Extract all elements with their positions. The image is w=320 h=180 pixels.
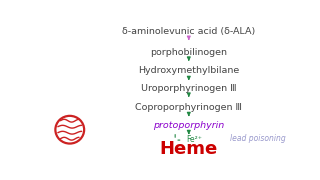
Text: porphobilinogen: porphobilinogen bbox=[150, 48, 227, 57]
Text: Fe²⁺: Fe²⁺ bbox=[186, 135, 202, 144]
Text: Coproporphyrinogen Ⅲ: Coproporphyrinogen Ⅲ bbox=[135, 103, 242, 112]
Text: δ-aminolevunic acid (δ-ALA): δ-aminolevunic acid (δ-ALA) bbox=[122, 27, 255, 36]
Text: protoporphyrin: protoporphyrin bbox=[153, 121, 224, 130]
Text: Heme: Heme bbox=[160, 140, 218, 158]
Text: lead poisoning: lead poisoning bbox=[230, 134, 286, 143]
Text: Uroporphyrinogen Ⅲ: Uroporphyrinogen Ⅲ bbox=[141, 84, 236, 93]
Text: Hydroxymethylbilane: Hydroxymethylbilane bbox=[138, 66, 239, 75]
